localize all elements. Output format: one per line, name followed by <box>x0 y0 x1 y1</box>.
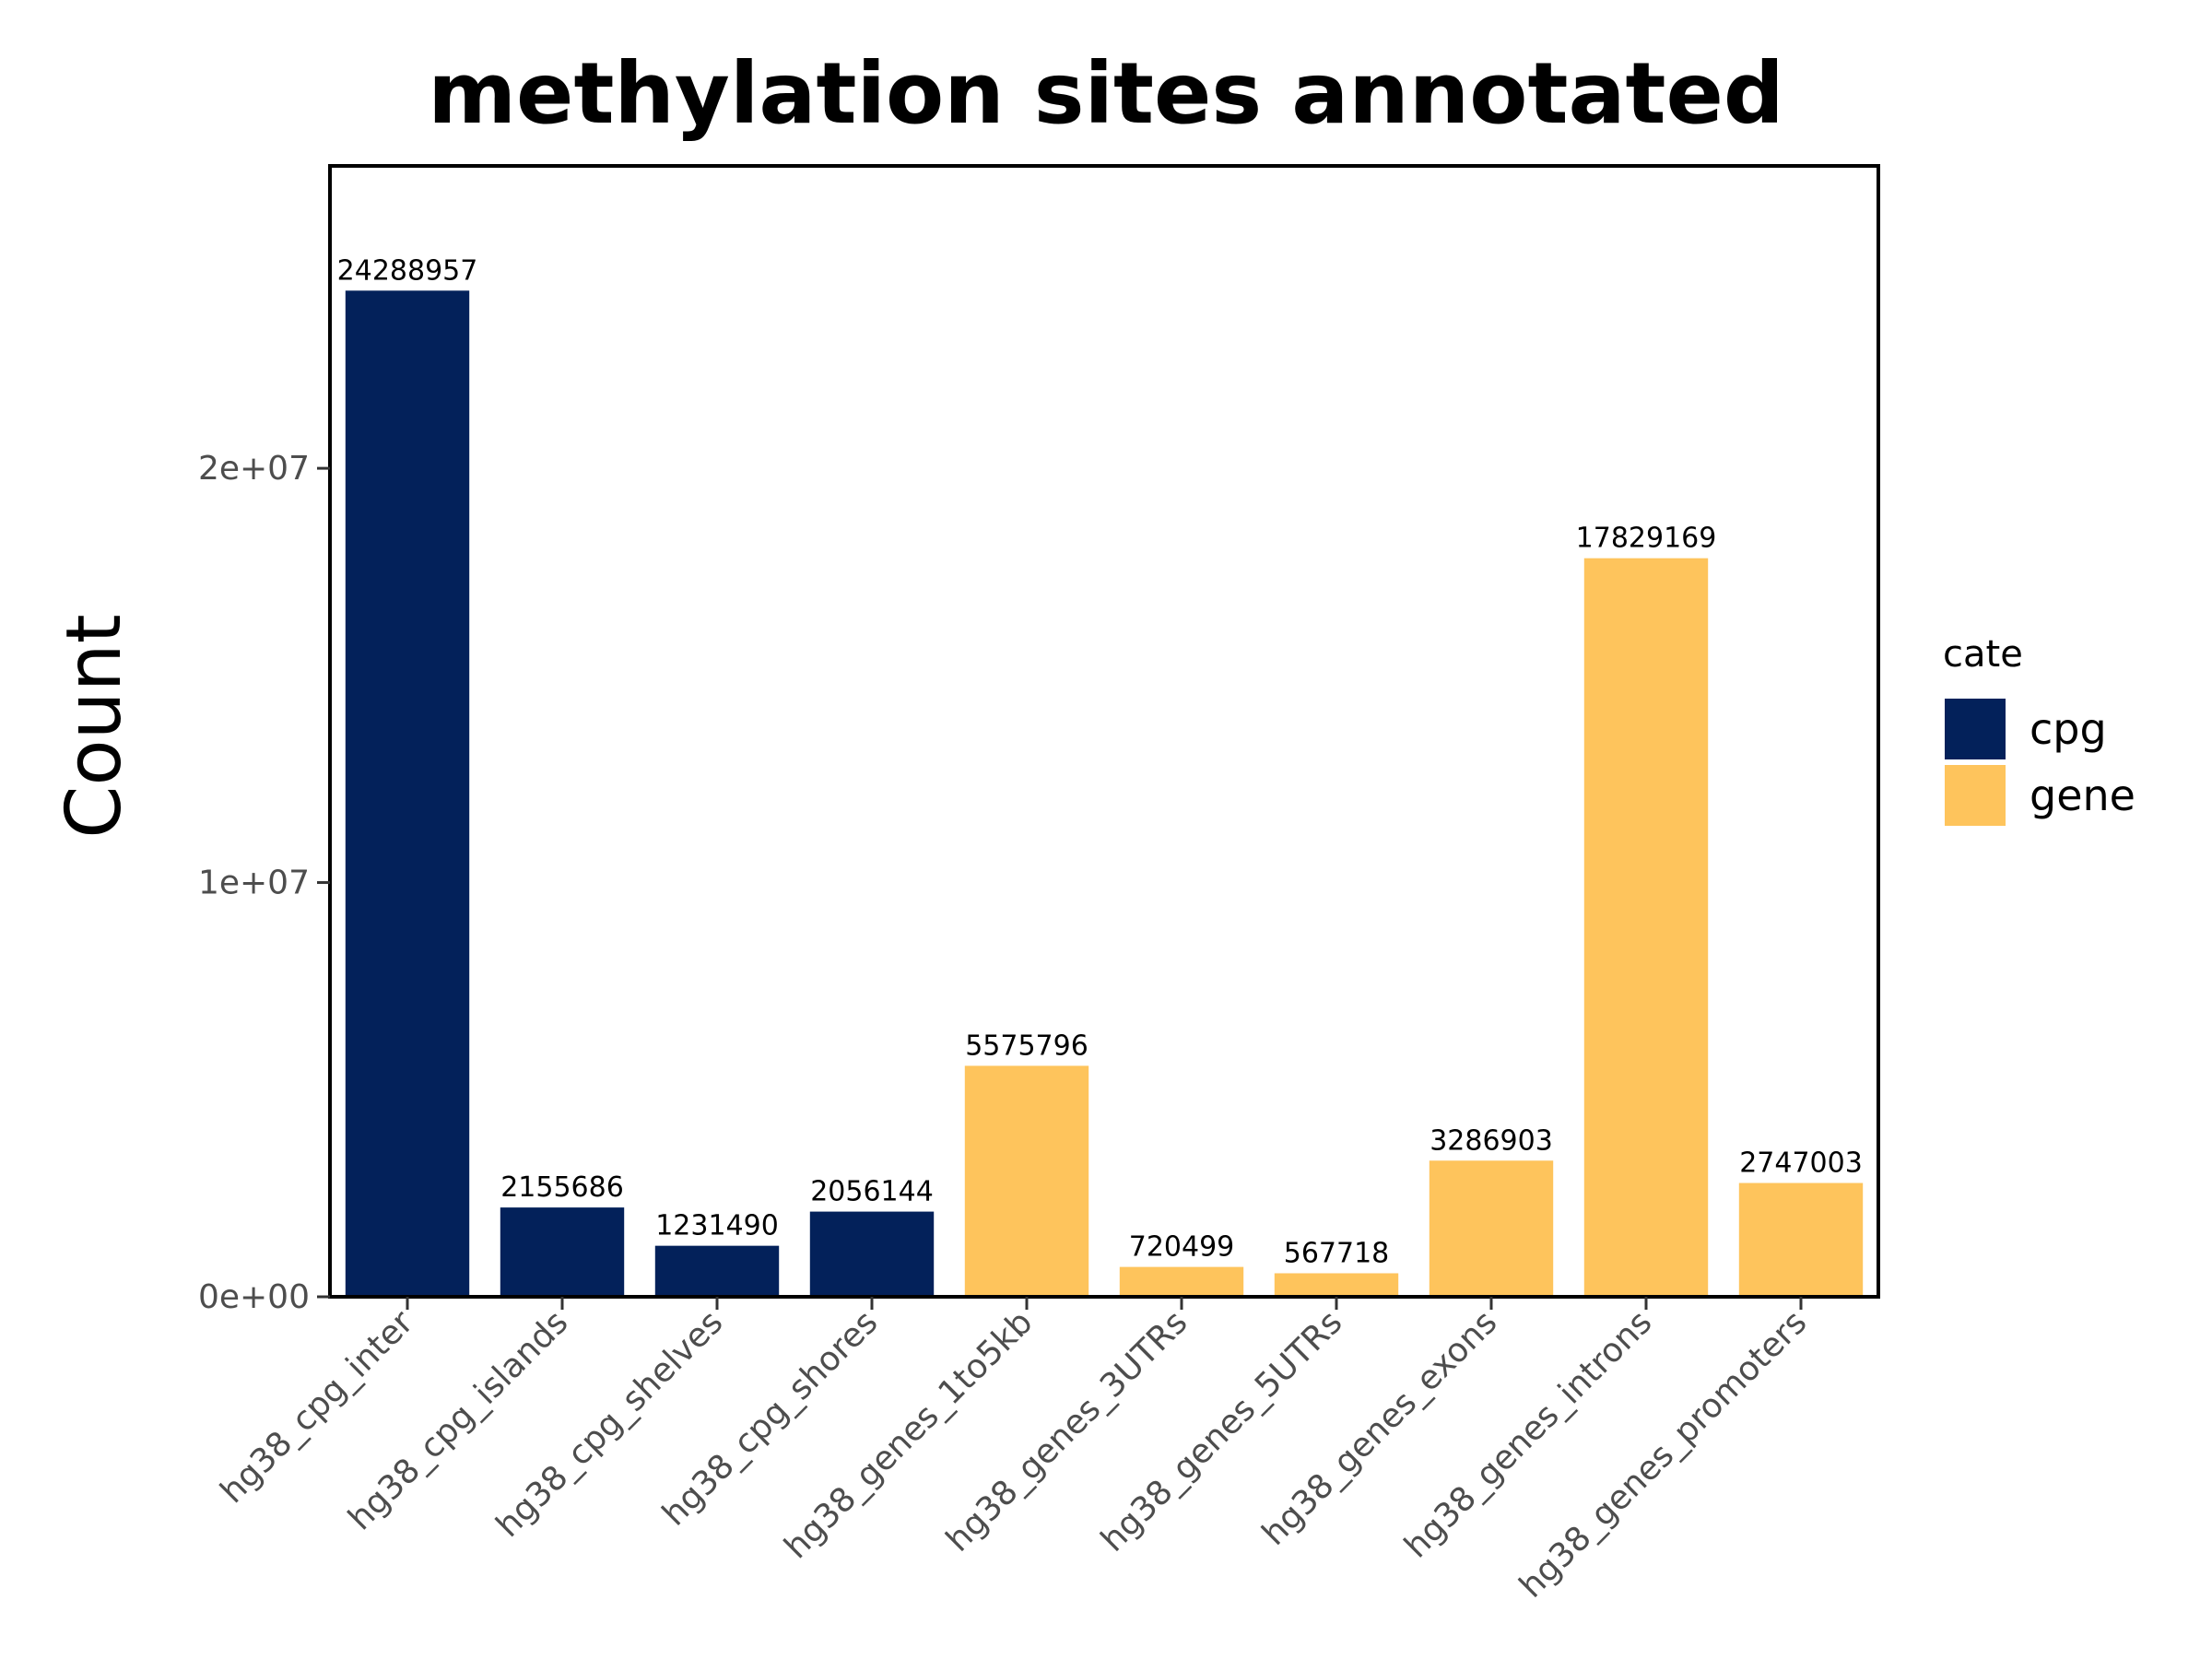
chart-title: methylation sites annotated <box>428 44 1784 143</box>
y-tick-label: 0e+00 <box>198 1278 310 1316</box>
legend-swatch-cpg <box>1945 699 2006 759</box>
data-label-hg38_genes_introns: 17829169 <box>1576 523 1717 555</box>
x-tick-label-hg38_genes_promoters: hg38_genes_promoters <box>1512 1303 1814 1605</box>
y-axis-label: Count <box>51 614 138 839</box>
data-label-hg38_genes_1to5kb: 5575796 <box>965 1030 1088 1062</box>
data-label-hg38_cpg_shelves: 1231490 <box>655 1210 779 1242</box>
bar-hg38_genes_introns <box>1583 558 1709 1297</box>
bars-layer <box>345 290 1864 1297</box>
data-labels-layer: 24288957 2155686 1231490 2056144 5575796 7204… <box>337 254 1863 1269</box>
bar-hg38_cpg_shelves <box>654 1245 780 1297</box>
legend-label-cpg: cpg <box>2030 704 2107 754</box>
bar-hg38_genes_3UTRs <box>1119 1266 1244 1297</box>
bar-hg38_genes_promoters <box>1738 1182 1864 1297</box>
y-axis: 0e+00 1e+07 2e+07 <box>198 450 330 1316</box>
bar-hg38_genes_5UTRs <box>1274 1273 1399 1297</box>
plot-panel-border <box>328 164 1880 1299</box>
data-label-hg38_cpg_inter: 24288957 <box>337 254 478 287</box>
x-axis: hg38_cpg_interhg38_cpg_islandshg38_cpg_s… <box>214 1297 1814 1606</box>
data-label-hg38_genes_promoters: 2747003 <box>1739 1147 1863 1180</box>
bar-hg38_genes_exons <box>1429 1160 1554 1297</box>
y-tick-label: 2e+07 <box>198 450 310 488</box>
data-label-hg38_genes_exons: 3286903 <box>1430 1124 1553 1157</box>
data-label-hg38_genes_3UTRs: 720499 <box>1129 1231 1235 1264</box>
legend-swatch-gene <box>1945 765 2006 826</box>
bar-hg38_cpg_shores <box>809 1211 935 1297</box>
x-tick-label-hg38_genes_1to5kb: hg38_genes_1to5kb <box>777 1303 1040 1566</box>
bar-hg38_genes_1to5kb <box>964 1065 1089 1297</box>
y-tick-label: 1e+07 <box>198 865 310 902</box>
bar-hg38_cpg_inter <box>345 290 470 1297</box>
legend: cate cpg gene <box>1943 633 2136 826</box>
x-tick-label-hg38_genes_introns: hg38_genes_introns <box>1397 1303 1659 1565</box>
data-label-hg38_cpg_shores: 2056144 <box>810 1176 934 1208</box>
data-label-hg38_cpg_islands: 2155686 <box>500 1171 624 1204</box>
legend-label-gene: gene <box>2030 771 2136 820</box>
bar-hg38_cpg_islands <box>500 1207 625 1297</box>
legend-title: cate <box>1943 633 2023 676</box>
data-label-hg38_genes_5UTRs: 567718 <box>1284 1237 1390 1269</box>
